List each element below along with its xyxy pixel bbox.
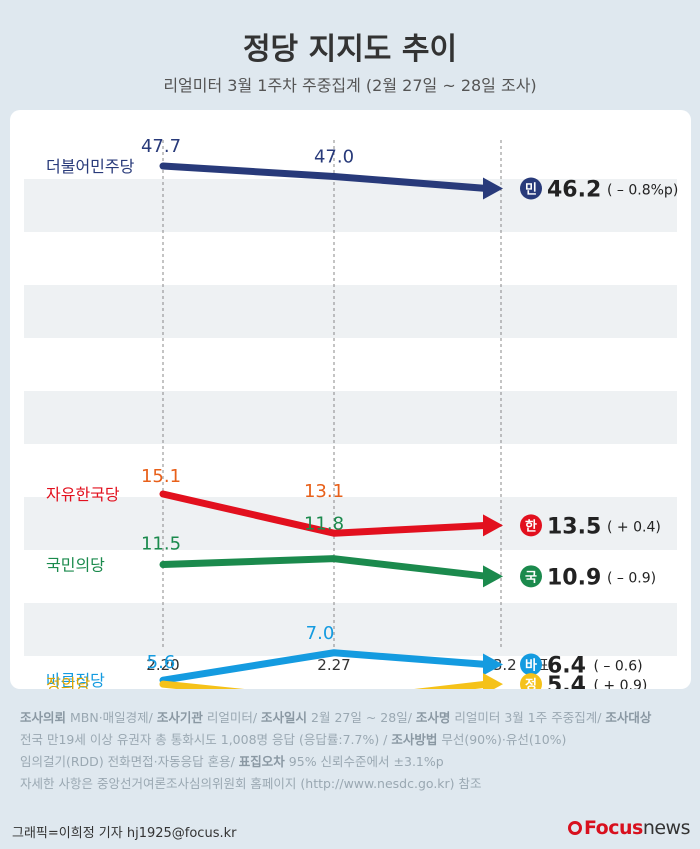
background-band xyxy=(24,497,677,550)
change-value: ( – 0.8%p) xyxy=(607,183,678,199)
party-badge-label: 국 xyxy=(525,570,537,585)
data-label: 47.7 xyxy=(141,136,181,157)
page-title: 정당 지지도 추이 xyxy=(242,32,458,67)
series-name: 자유한국당 xyxy=(46,485,120,504)
logo-focus: Focus xyxy=(583,817,643,839)
data-label: 11.8 xyxy=(304,514,344,535)
end-value: 13.5 xyxy=(547,514,601,539)
party-badge xyxy=(520,673,542,689)
end-value: 10.9 xyxy=(547,565,601,590)
footnote-key: 표집오차 xyxy=(238,754,285,769)
footnote-value: 리얼미터/ xyxy=(202,710,262,725)
footnote-line-2: 전국 만19세 이상 유권자 총 통화시도 1,008명 응답 (응답률:7.7… xyxy=(20,729,690,751)
footnote-line-3: 임의걸기(RDD) 전화면접·자동응답 혼용/ 표집오차 95% 신뢰수준에서 … xyxy=(20,751,690,773)
series-name: 바른정당 xyxy=(46,671,105,689)
focusnews-logo: Focusnews xyxy=(567,817,691,839)
data-label: 5.6 xyxy=(147,652,176,673)
series-arrow-head xyxy=(483,673,503,689)
party-badge xyxy=(520,653,542,676)
party-badge-label: 민 xyxy=(525,182,537,198)
footnote-key: 조사방법 xyxy=(391,732,438,747)
footnote-key: 조사일시 xyxy=(261,710,308,725)
logo-news: news xyxy=(642,817,691,839)
party-badge xyxy=(520,177,542,200)
series-name: 국민의당 xyxy=(46,556,105,575)
background-band xyxy=(24,232,677,285)
series-arrow-head xyxy=(483,565,503,588)
footnote-value: MBN·매일경제/ xyxy=(66,710,157,725)
x-tick-label: 2.20 xyxy=(146,656,179,674)
footnote-value: 2월 27일 ~ 28일/ xyxy=(307,710,416,725)
footnote-value: 95% 신뢰수준에서 ±3.1%p xyxy=(284,754,444,769)
series-name: 더불어민주당 xyxy=(46,157,135,176)
series-name: 정의당 xyxy=(46,675,90,689)
background-band xyxy=(24,603,677,656)
background-band xyxy=(24,179,677,232)
background-band xyxy=(24,444,677,497)
change-value: ( – 0.9) xyxy=(607,570,656,586)
party-badge-label: 바 xyxy=(525,658,537,674)
party-badge-label: 정 xyxy=(525,677,537,689)
series-line xyxy=(159,680,491,689)
change-value: ( + 0.9) xyxy=(594,678,648,689)
series-arrow-head xyxy=(483,177,503,200)
page-subtitle: 리얼미터 3월 1주차 주중집계 (2월 27일 ~ 28일 조사) xyxy=(163,76,537,95)
data-label: 47.0 xyxy=(314,147,354,168)
background-band xyxy=(24,391,677,444)
footnote-key: 조사명 xyxy=(415,710,451,725)
footnote-value: 리얼미터 3월 1주 주중집계/ xyxy=(450,710,606,725)
footnote-key: 조사기관 xyxy=(156,710,203,725)
footnote-key: 조사대상 xyxy=(605,710,652,725)
x-tick-label: 2.27 xyxy=(317,656,350,674)
background-band xyxy=(24,338,677,391)
background-band xyxy=(24,285,677,338)
data-label: 13.1 xyxy=(304,481,344,502)
footnote-value: 임의걸기(RDD) 전화면접·자동응답 혼용/ xyxy=(20,754,239,769)
series-line xyxy=(159,649,491,684)
footnote-value: 무선(90%)·유선(10%) xyxy=(437,732,567,747)
series-line xyxy=(159,162,491,192)
footnote-value: 전국 만19세 이상 유권자 총 통화시도 1,008명 응답 (응답률:7.7… xyxy=(20,732,392,747)
party-badge xyxy=(520,565,542,588)
survey-footnote: 조사의뢰 MBN·매일경제/ 조사기관 리얼미터/ 조사일시 2월 27일 ~ … xyxy=(20,707,690,795)
data-label: 11.5 xyxy=(141,534,181,555)
background-band xyxy=(24,126,677,179)
series-arrow-head xyxy=(483,514,503,537)
party-badge xyxy=(520,514,542,537)
logo-ring-icon xyxy=(567,821,582,835)
change-value: ( + 0.4) xyxy=(607,519,661,535)
series-arrow-head xyxy=(483,653,503,676)
data-label: 15.1 xyxy=(141,466,181,487)
footnote-line-1: 조사의뢰 MBN·매일경제/ 조사기관 리얼미터/ 조사일시 2월 27일 ~ … xyxy=(20,707,690,729)
party-badge-label: 한 xyxy=(525,518,537,534)
footnote-key: 조사의뢰 xyxy=(20,710,67,725)
footnote-line-4: 자세한 사항은 중앙선거여론조사심의위원회 홈페이지 (http://www.n… xyxy=(20,776,482,791)
end-value: 6.4 xyxy=(547,654,586,679)
end-value: 5.4 xyxy=(547,673,586,689)
series-line xyxy=(159,490,491,537)
change-value: ( – 0.6) xyxy=(594,659,643,675)
data-label: 7.0 xyxy=(306,623,335,644)
series-line xyxy=(159,555,491,580)
graphic-credit: 그래픽=이희정 기자 hj1925@focus.kr xyxy=(12,826,237,841)
end-value: 46.2 xyxy=(547,178,601,203)
